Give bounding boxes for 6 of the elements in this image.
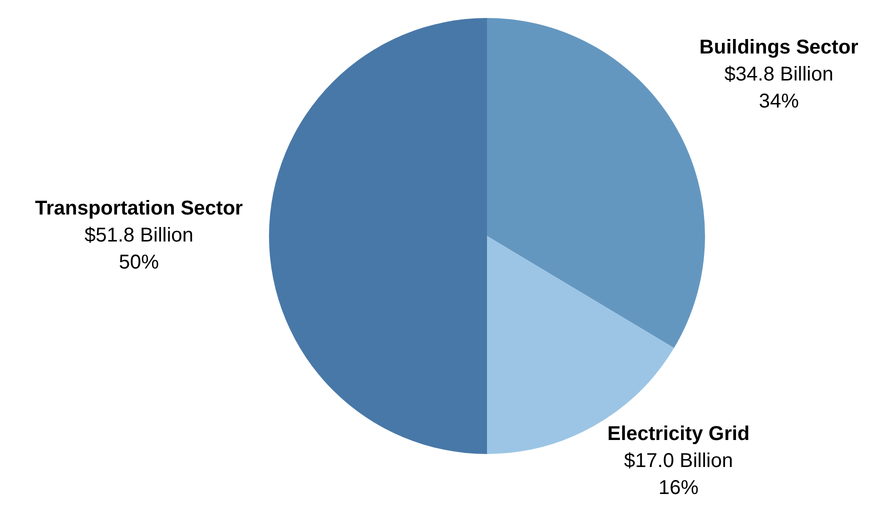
data-label: $34.8 Billion 34% [724, 64, 834, 113]
slice-label: Transportation Sector [35, 198, 244, 220]
data-label: $17.0 Billion 16% [624, 450, 733, 500]
data-label: $51.8 Billion 50% [84, 224, 194, 274]
slice-label: Electricity Grid [607, 423, 750, 446]
slice-label: Buildings Sector [699, 36, 859, 59]
